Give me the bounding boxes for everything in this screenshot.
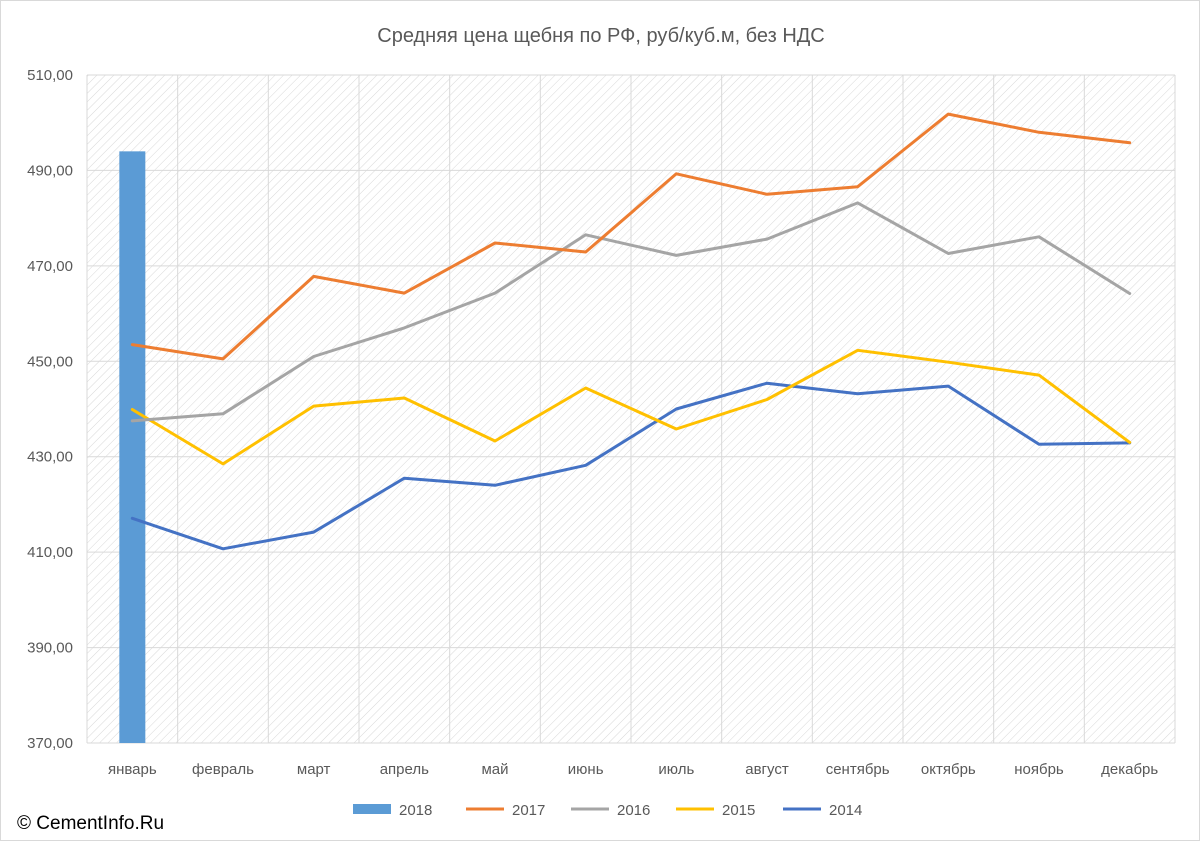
y-tick-label: 470,00: [27, 258, 73, 275]
x-tick-label: сентябрь: [826, 761, 890, 778]
legend-label: 2015: [722, 802, 755, 819]
line-series: [130, 112, 1132, 551]
y-tick-label: 510,00: [27, 67, 73, 84]
y-tick-label: 430,00: [27, 449, 73, 466]
y-tick-label: 370,00: [27, 735, 73, 752]
x-tick-label: июль: [658, 761, 694, 778]
legend: 2018 2017 2016 2015 2014: [353, 802, 862, 819]
y-tick-label: 410,00: [27, 544, 73, 561]
y-tick-label: 490,00: [27, 162, 73, 179]
series-line-2017: [130, 112, 1132, 361]
bar-2018: [119, 151, 146, 744]
x-tick-label: октябрь: [921, 761, 976, 778]
bar-series: [119, 151, 146, 744]
series-line-2016: [130, 201, 1132, 423]
series-line-2014: [130, 381, 1132, 551]
x-axis-tick-labels: январь февраль март апрель май июнь июль август…: [108, 761, 1158, 778]
x-tick-label: май: [481, 761, 508, 778]
legend-swatch: [353, 804, 391, 814]
copyright-text: © CementInfo.Ru: [17, 813, 165, 834]
legend-label: 2014: [829, 802, 862, 819]
chart-title: Средняя цена щебня по РФ, руб/куб.м, без…: [377, 25, 825, 47]
x-tick-label: март: [297, 761, 331, 778]
x-tick-label: ноябрь: [1014, 761, 1064, 778]
legend-label: 2016: [617, 802, 650, 819]
legend-item-2014: 2014: [783, 802, 862, 819]
y-tick-label: 390,00: [27, 640, 73, 657]
y-axis-tick-labels: 370,00 390,00 410,00 430,00 450,00 470,00 490,…: [27, 67, 73, 752]
y-tick-label: 450,00: [27, 353, 73, 370]
x-tick-label: август: [745, 761, 789, 778]
legend-item-2018: 2018: [353, 802, 432, 819]
x-tick-label: июнь: [568, 761, 604, 778]
x-tick-label: декабрь: [1101, 761, 1158, 778]
x-tick-label: январь: [108, 761, 157, 778]
series-line-2015: [130, 348, 1132, 466]
legend-item-2017: 2017: [466, 802, 545, 819]
legend-item-2015: 2015: [676, 802, 755, 819]
x-tick-label: апрель: [380, 761, 429, 778]
legend-label: 2017: [512, 802, 545, 819]
x-tick-label: февраль: [192, 761, 254, 778]
legend-label: 2018: [399, 802, 432, 819]
legend-item-2016: 2016: [571, 802, 650, 819]
